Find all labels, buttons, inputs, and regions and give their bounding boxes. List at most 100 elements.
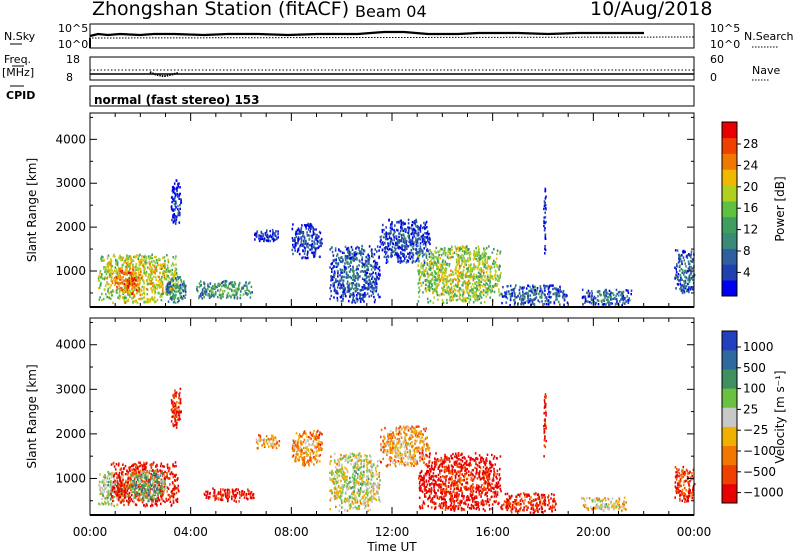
power-cell: [107, 289, 109, 293]
power-cell: [681, 262, 683, 266]
power-cell: [546, 302, 548, 306]
power-cell: [475, 293, 477, 297]
velocity-cell: [168, 466, 171, 469]
velocity-cell: [113, 465, 116, 468]
velocity-cell: [175, 500, 178, 503]
power-cell: [210, 290, 213, 293]
power-cell: [554, 287, 556, 290]
velocity-cell: [98, 502, 100, 505]
power-cell: [345, 255, 347, 258]
velocity-cell: [132, 463, 135, 466]
power-cell: [115, 291, 118, 294]
power-cell: [677, 272, 680, 276]
power-cell: [149, 273, 152, 276]
velocity-cell: [133, 477, 136, 480]
velocity-cell: [100, 486, 103, 489]
power-cell: [489, 256, 492, 259]
power-cell: [558, 294, 560, 298]
power-cell: [375, 285, 378, 289]
power-cell: [385, 233, 388, 236]
power-cell: [682, 287, 685, 290]
power-cell: [438, 283, 440, 286]
velocity-cell: [120, 493, 123, 496]
velocity-cell: [142, 493, 145, 497]
power-cell: [106, 257, 109, 260]
power-cell: [229, 294, 231, 297]
power-cell: [386, 258, 388, 262]
power-cell: [173, 264, 175, 267]
power-cell: [106, 269, 109, 272]
power-cell: [419, 228, 421, 231]
power-cell: [412, 254, 415, 257]
power-cell: [610, 295, 612, 298]
power-cell: [367, 268, 370, 271]
power-cell: [538, 292, 540, 295]
power-cell: [353, 259, 356, 262]
power-cell: [451, 295, 453, 298]
power-cell: [123, 285, 125, 288]
velocity-cell: [110, 463, 113, 466]
velocity-cell: [120, 480, 123, 483]
power-cell: [390, 248, 393, 251]
power-cell: [425, 261, 427, 265]
power-cell: [454, 294, 456, 297]
velocity-cell: [128, 494, 131, 497]
freq-top: 18: [66, 53, 80, 66]
power-cell: [336, 264, 339, 267]
power-cell: [133, 293, 135, 297]
power-cell: [247, 292, 249, 296]
power-cell: [123, 282, 126, 286]
nave-label: Nave: [752, 64, 781, 77]
velocity-cell: [121, 499, 123, 503]
power-cell: [153, 285, 155, 289]
power-cell: [442, 276, 445, 279]
power-cell: [393, 238, 395, 242]
power-cell: [135, 268, 137, 272]
power-cell: [407, 245, 409, 248]
power-cell: [242, 293, 245, 296]
power-cell: [427, 239, 429, 242]
power-cell: [432, 254, 435, 257]
power-cell: [147, 255, 150, 258]
power-cell: [123, 296, 126, 299]
power-cell: [440, 253, 443, 257]
power-cell: [469, 273, 472, 276]
power-cell: [121, 269, 124, 273]
power-cell: [355, 289, 357, 293]
power-cell: [411, 238, 414, 241]
power-cell: [249, 292, 252, 295]
power-cell: [396, 246, 399, 249]
power-plot: [89, 112, 696, 308]
power-cell: [350, 268, 352, 271]
power-cell: [476, 295, 479, 298]
power-cell: [496, 283, 499, 286]
power-cell: [433, 296, 435, 299]
power-cell: [318, 255, 321, 259]
velocity-cell: [143, 474, 146, 477]
power-cell: [443, 251, 446, 255]
power-cell: [337, 282, 340, 285]
power-cell: [417, 254, 419, 257]
power-cell: [168, 277, 170, 280]
power-cell: [348, 299, 350, 303]
power-cell: [424, 235, 426, 239]
power-cell: [403, 235, 406, 238]
power-cell: [342, 258, 344, 261]
power-cell: [436, 279, 438, 282]
power-cell: [164, 259, 166, 263]
power-cell: [110, 259, 113, 263]
power-cell: [398, 239, 401, 243]
power-cell: [364, 259, 367, 262]
power-cell: [359, 275, 361, 278]
velocity-cell: [140, 478, 143, 481]
power-cell: [464, 275, 467, 279]
power-cell: [519, 297, 521, 300]
power-cell: [603, 290, 606, 294]
power-cell: [301, 231, 304, 235]
power-cell: [520, 303, 522, 306]
velocity-cell: [135, 484, 138, 487]
power-cell: [485, 246, 488, 250]
velocity-cell: [113, 487, 116, 490]
velocity-cell: [116, 477, 119, 480]
power-cell: [339, 260, 342, 263]
